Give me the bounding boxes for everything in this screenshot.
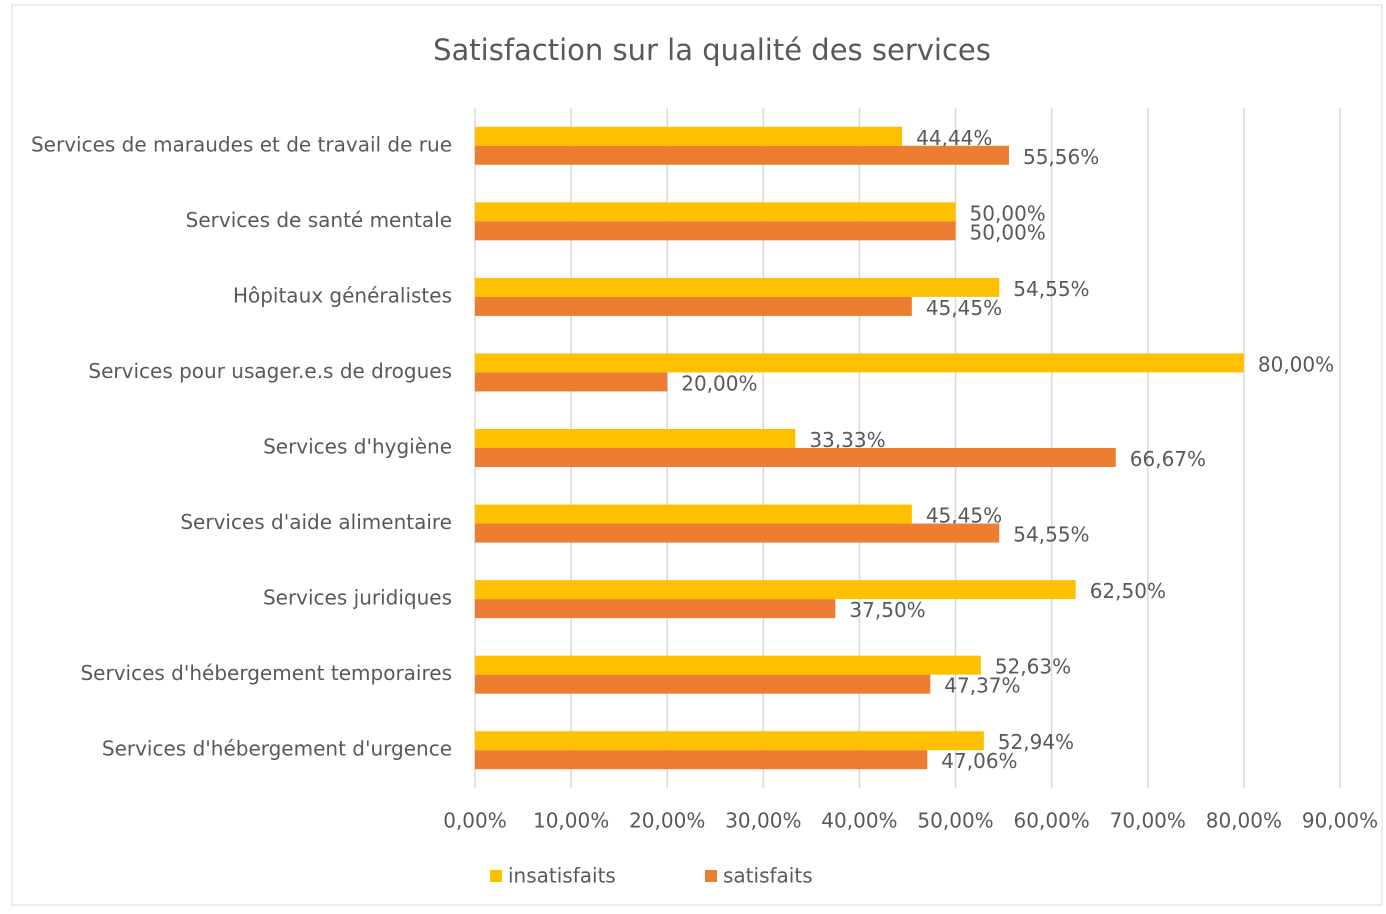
x-tick-label: 40,00% bbox=[821, 809, 897, 833]
bar bbox=[475, 599, 836, 619]
bar bbox=[475, 448, 1116, 467]
data-label: 62,50% bbox=[1090, 579, 1166, 603]
data-label: 54,55% bbox=[1013, 277, 1089, 301]
bar bbox=[475, 296, 912, 316]
x-tick-label: 0,00% bbox=[443, 809, 507, 833]
data-label: 37,50% bbox=[849, 598, 925, 622]
y-tick-label: Services d'hygiène bbox=[263, 435, 452, 459]
bar bbox=[475, 202, 956, 222]
bar bbox=[475, 655, 981, 675]
legend-swatch bbox=[705, 870, 717, 882]
x-tick-label: 30,00% bbox=[725, 809, 801, 833]
bar bbox=[475, 126, 903, 146]
data-label: 80,00% bbox=[1258, 352, 1334, 376]
y-tick-label: Services d'hébergement d'urgence bbox=[102, 737, 452, 761]
x-tick-label: 70,00% bbox=[1110, 809, 1186, 833]
legend-label: insatisfaits bbox=[508, 864, 616, 888]
data-label: 45,45% bbox=[926, 296, 1002, 320]
data-label: 52,63% bbox=[995, 655, 1071, 679]
data-label: 66,67% bbox=[1130, 447, 1206, 471]
y-tick-label: Services juridiques bbox=[263, 586, 452, 610]
y-tick-label: Hôpitaux généralistes bbox=[233, 283, 452, 307]
x-tick-label: 50,00% bbox=[917, 809, 993, 833]
y-tick-label: Services d'hébergement temporaires bbox=[80, 661, 452, 685]
bar bbox=[475, 731, 984, 751]
x-tick-label: 20,00% bbox=[629, 809, 705, 833]
y-tick-label: Services de maraudes et de travail de ru… bbox=[31, 132, 452, 156]
bar bbox=[475, 523, 1000, 543]
chart-title: Satisfaction sur la qualité des services bbox=[433, 33, 991, 67]
legend-label: satisfaits bbox=[723, 864, 813, 888]
bar bbox=[475, 372, 668, 392]
bar bbox=[475, 221, 956, 241]
data-label: 50,00% bbox=[970, 201, 1046, 225]
x-tick-label: 80,00% bbox=[1206, 809, 1282, 833]
x-tick-label: 10,00% bbox=[533, 809, 609, 833]
bar bbox=[475, 145, 1009, 165]
y-tick-label: Services d'aide alimentaire bbox=[180, 510, 452, 534]
bar bbox=[475, 429, 796, 448]
bar bbox=[475, 277, 1000, 297]
bar bbox=[475, 580, 1076, 600]
data-label: 47,37% bbox=[944, 674, 1020, 698]
data-label: 52,94% bbox=[998, 730, 1074, 754]
legend-swatch bbox=[490, 870, 502, 882]
x-tick-label: 90,00% bbox=[1302, 809, 1378, 833]
bar bbox=[475, 750, 928, 770]
data-label: 20,00% bbox=[681, 371, 757, 395]
data-label: 54,55% bbox=[1013, 523, 1089, 547]
bar bbox=[475, 353, 1244, 373]
y-tick-label: Services pour usager.e.s de drogues bbox=[88, 359, 452, 383]
y-tick-label: Services de santé mentale bbox=[186, 208, 452, 232]
data-label: 50,00% bbox=[970, 220, 1046, 244]
x-tick-label: 60,00% bbox=[1014, 809, 1090, 833]
bar bbox=[475, 504, 912, 524]
data-label: 55,56% bbox=[1023, 145, 1099, 169]
bar bbox=[475, 674, 931, 694]
data-label: 47,06% bbox=[941, 749, 1017, 773]
